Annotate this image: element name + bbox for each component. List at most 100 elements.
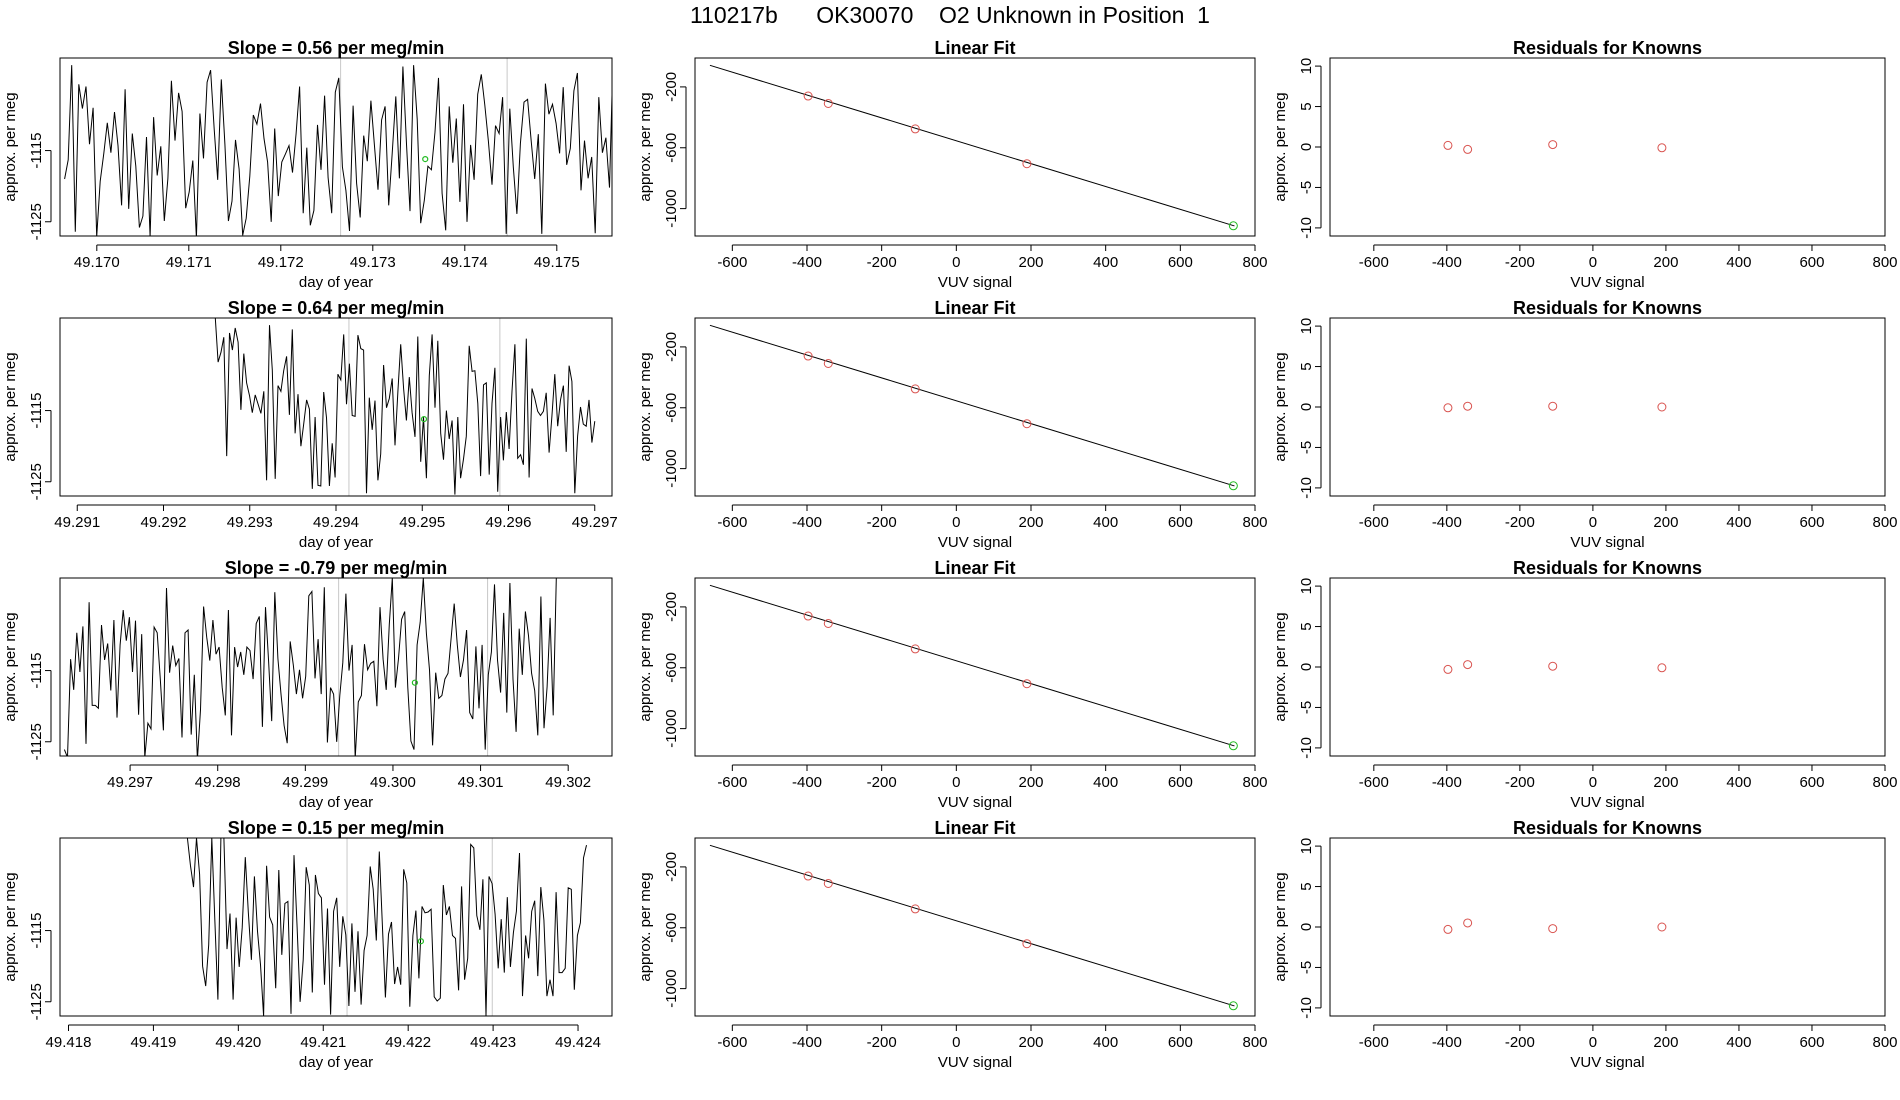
y-tick-label: -200 — [663, 332, 680, 362]
x-tick-label: -400 — [792, 254, 822, 271]
x-axis-label: VUV signal — [1570, 274, 1644, 291]
x-tick-label: 200 — [1653, 514, 1678, 531]
plot-frame — [694, 317, 1256, 497]
x-axis-label: VUV signal — [938, 534, 1012, 551]
plot-title: Residuals for Knowns — [1513, 38, 1702, 58]
x-tick-label: 400 — [1726, 1034, 1751, 1051]
y-tick-label: -1115 — [28, 132, 45, 168]
y-tick-label: 5 — [1298, 622, 1315, 630]
x-tick-label: 800 — [1242, 514, 1267, 531]
unknown-marker — [420, 416, 428, 423]
known-point — [910, 904, 920, 914]
x-axis-label: day of year — [299, 794, 373, 811]
x-tick-label: 200 — [1653, 774, 1678, 791]
y-axis-label: approx. per meg — [1272, 872, 1289, 981]
known-point — [1657, 402, 1667, 412]
known-point — [1548, 140, 1558, 150]
y-axis-label: approx. per meg — [637, 612, 654, 721]
chart-r0-slope: 49.170 49.171 49.172 49.173 49.174 49.175 -111… — [2, 38, 613, 291]
y-tick-label: -200 — [663, 72, 680, 102]
y-tick-label: -10 — [1298, 217, 1315, 239]
x-tick-label: 800 — [1242, 1034, 1267, 1051]
x-axis-label: VUV signal — [938, 794, 1012, 811]
plot-title: Slope = 0.56 per meg/min — [228, 38, 445, 58]
plot-frame — [59, 577, 613, 757]
x-tick-label: 49.299 — [282, 774, 328, 791]
x-tick-label: 400 — [1726, 254, 1751, 271]
known-point — [1548, 924, 1558, 934]
chart-r3-residuals: -600 -400 -200 0 200 400 600 800 10 5 0 -5 -10 Residu… — [1272, 818, 1898, 1071]
x-tick-label: 49.297 — [107, 774, 153, 791]
known-point — [1022, 159, 1032, 169]
plot-title: Linear Fit — [934, 558, 1015, 578]
data-trace — [63, 578, 560, 756]
y-axis-label: approx. per meg — [1272, 92, 1289, 201]
x-tick-label: 49.174 — [442, 254, 488, 271]
unknown-marker — [411, 679, 418, 686]
x-tick-label: 49.297 — [572, 514, 618, 531]
known-point — [1657, 922, 1667, 932]
x-tick-label: -600 — [1359, 1034, 1389, 1051]
y-tick-label: -1000 — [663, 969, 680, 1007]
x-tick-label: 49.291 — [54, 514, 100, 531]
y-tick-label: 0 — [1298, 403, 1315, 411]
x-tick-label: 600 — [1799, 1034, 1824, 1051]
known-point — [1443, 924, 1453, 934]
x-tick-label: 600 — [1168, 514, 1193, 531]
plot-frame — [59, 317, 613, 497]
known-point — [1463, 660, 1473, 670]
y-tick-label: -1125 — [28, 723, 45, 760]
data-trace — [64, 65, 612, 236]
x-tick-label: -200 — [867, 1034, 897, 1051]
known-point — [1463, 401, 1473, 411]
y-tick-label: -1000 — [663, 449, 680, 487]
x-tick-label: 800 — [1872, 1034, 1897, 1051]
fit-line — [709, 844, 1235, 1007]
x-tick-label: 600 — [1168, 774, 1193, 791]
x-tick-label: -400 — [792, 514, 822, 531]
plot-title: Residuals for Knowns — [1513, 558, 1702, 578]
x-tick-label: 0 — [1589, 774, 1597, 791]
known-point — [910, 124, 920, 134]
plot-frame — [694, 57, 1256, 237]
unknown-point — [1228, 481, 1238, 491]
plot-frame — [694, 577, 1256, 757]
y-axis-label: approx. per meg — [2, 612, 19, 721]
y-tick-label: 0 — [1298, 923, 1315, 931]
x-axis-label: day of year — [299, 274, 373, 291]
plot-title: Linear Fit — [934, 818, 1015, 838]
chart-r1-slope: 49.291 49.292 49.293 49.294 49.295 49.296 49.2… — [2, 298, 618, 551]
chart-r3-linear-fit: -600 -400 -200 0 200 400 600 800 -200 -600 -1000 Li… — [637, 818, 1268, 1071]
x-tick-label: 49.421 — [300, 1034, 346, 1051]
x-tick-label: 600 — [1168, 254, 1193, 271]
x-tick-label: 49.295 — [399, 514, 445, 531]
plot-frame — [1329, 577, 1886, 757]
x-tick-label: 49.302 — [545, 774, 591, 791]
x-tick-label: 49.418 — [46, 1034, 92, 1051]
x-tick-label: -400 — [1432, 254, 1462, 271]
chart-r1-linear-fit: -600 -400 -200 0 200 400 600 800 -200 -600 -1000 Li… — [637, 298, 1268, 551]
plot-title: Slope = -0.79 per meg/min — [225, 558, 448, 578]
page-title: 110217b OK30070 O2 Unknown in Position 1 — [690, 2, 1210, 28]
y-axis-label: approx. per meg — [637, 872, 654, 981]
x-tick-label: 600 — [1799, 774, 1824, 791]
x-tick-label: 800 — [1872, 774, 1897, 791]
y-tick-label: -1000 — [663, 709, 680, 747]
x-tick-label: 200 — [1018, 514, 1043, 531]
x-tick-label: 200 — [1018, 774, 1043, 791]
x-tick-label: 200 — [1018, 254, 1043, 271]
known-point — [1022, 679, 1032, 689]
x-tick-label: 800 — [1872, 514, 1897, 531]
unknown-point — [1228, 1001, 1238, 1011]
y-tick-label: -1125 — [28, 463, 45, 500]
x-tick-label: 49.171 — [166, 254, 212, 271]
chart-r0-residuals: -600 -400 -200 0 200 400 600 800 10 5 0 -5 -10 Residu… — [1272, 38, 1898, 291]
chart-r2-slope: 49.297 49.298 49.299 49.300 49.301 49.302 -111… — [2, 558, 613, 811]
x-tick-label: -600 — [1359, 774, 1389, 791]
x-tick-label: -200 — [1505, 254, 1535, 271]
x-tick-label: -400 — [1432, 774, 1462, 791]
y-tick-label: 10 — [1298, 838, 1315, 855]
x-tick-label: 49.300 — [370, 774, 416, 791]
y-tick-label: -5 — [1298, 701, 1315, 714]
y-axis-label: approx. per meg — [2, 352, 19, 461]
